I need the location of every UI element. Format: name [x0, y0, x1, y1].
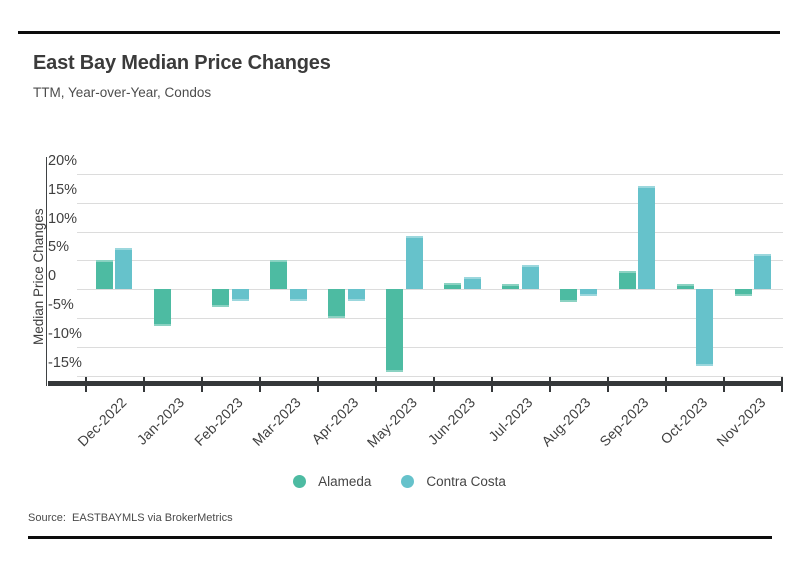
legend-label-alameda: Alameda	[318, 474, 372, 489]
x-tick-label-jun-2023: Jun-2023	[424, 394, 478, 448]
bar-contra-costa-oct-2023	[695, 289, 713, 367]
bar-contra-costa-mar-2023	[289, 289, 307, 301]
legend-label-contra-costa: Contra Costa	[426, 474, 506, 489]
top-divider	[18, 31, 780, 34]
y-tick-label-5pct: 5%	[48, 239, 69, 256]
legend-item-contra-costa: Contra Costa	[401, 474, 506, 489]
gridline-neg15pct	[77, 376, 783, 377]
bar-contra-costa-aug-2023	[579, 289, 597, 297]
bar-contra-costa-nov-2023	[754, 253, 771, 290]
x-axis-tick	[142, 377, 145, 392]
bar-alameda-dec-2022	[96, 260, 113, 290]
x-axis-tick	[84, 377, 87, 392]
x-tick-label-mar-2023: Mar-2023	[248, 394, 304, 449]
legend-dot-contra-costa	[401, 475, 415, 488]
x-tick-label-oct-2023: Oct-2023	[656, 394, 711, 448]
chart-title: East Bay Median Price Changes	[33, 52, 331, 74]
y-tick-label-15pct: 15%	[48, 181, 78, 198]
y-axis-title: Median Price Changes	[31, 208, 46, 345]
y-tick-label-0: 0	[48, 268, 57, 285]
x-axis-tick	[258, 377, 261, 392]
x-tick-label-may-2023: May-2023	[363, 394, 420, 451]
bar-alameda-apr-2023	[328, 289, 346, 319]
y-tick-label-10pct: 10%	[48, 210, 78, 227]
gridline-neg5pct	[77, 318, 783, 320]
bar-contra-costa-dec-2022	[115, 248, 133, 290]
x-tick-label-jul-2023: Jul-2023	[485, 394, 536, 445]
legend-dot-alameda	[293, 475, 307, 488]
bar-alameda-aug-2023	[560, 289, 578, 302]
y-tick-label-20pct: 20%	[48, 152, 78, 169]
y-tick-label-neg10pct: -10%	[48, 326, 82, 343]
bar-alameda-jan-2023	[154, 289, 172, 326]
x-axis-tick	[432, 377, 435, 392]
y-tick-label-neg5pct: -5%	[48, 297, 74, 314]
bar-contra-costa-apr-2023	[347, 289, 365, 301]
bar-alameda-jun-2023	[444, 282, 462, 290]
source-note: Source: EASTBAYMLS via BrokerMetrics	[28, 512, 233, 524]
bar-alameda-nov-2023	[734, 289, 752, 296]
x-axis-tick	[490, 377, 493, 392]
x-axis-tick	[781, 377, 783, 392]
x-axis-tick	[316, 377, 319, 392]
x-tick-label-dec-2022: Dec-2022	[74, 394, 130, 450]
x-tick-label-aug-2023: Aug-2023	[538, 394, 594, 450]
gridline-0	[77, 289, 783, 291]
chart-legend: Alameda Contra Costa	[0, 474, 799, 489]
x-axis-tick	[200, 377, 203, 392]
x-axis-line	[48, 381, 782, 386]
bar-alameda-jul-2023	[502, 283, 520, 290]
bottom-divider	[28, 536, 772, 539]
x-axis-tick	[665, 377, 667, 392]
bar-alameda-may-2023	[386, 289, 404, 373]
bar-alameda-mar-2023	[270, 259, 288, 290]
chart-subtitle: TTM, Year-over-Year, Condos	[33, 85, 212, 100]
bar-contra-costa-may-2023	[405, 235, 423, 290]
x-axis-tick	[606, 377, 609, 392]
y-axis-line	[46, 157, 47, 386]
x-axis-tick	[374, 377, 377, 392]
y-tick-label-neg15pct: -15%	[48, 355, 82, 371]
x-tick-label-apr-2023: Apr-2023	[308, 394, 362, 448]
bar-alameda-oct-2023	[676, 283, 694, 290]
x-axis-tick	[723, 377, 725, 392]
gridline-20pct	[77, 173, 783, 175]
gridline-5pct	[77, 260, 783, 262]
bar-contra-costa-feb-2023	[231, 289, 249, 301]
gridline-15pct	[77, 202, 783, 204]
x-tick-label-feb-2023: Feb-2023	[190, 394, 246, 449]
bar-contra-costa-jul-2023	[521, 265, 539, 290]
bar-alameda-feb-2023	[212, 289, 230, 307]
x-tick-label-jan-2023: Jan-2023	[133, 394, 188, 448]
x-axis-tick	[548, 377, 551, 392]
bar-alameda-sep-2023	[618, 270, 636, 290]
x-tick-label-sep-2023: Sep-2023	[596, 394, 653, 450]
gridline-10pct	[77, 231, 783, 233]
bar-contra-costa-sep-2023	[637, 185, 655, 290]
bar-contra-costa-jun-2023	[463, 277, 481, 290]
legend-item-alameda: Alameda	[293, 474, 371, 489]
x-tick-label-nov-2023: Nov-2023	[712, 394, 769, 450]
gridline-neg10pct	[77, 347, 783, 349]
